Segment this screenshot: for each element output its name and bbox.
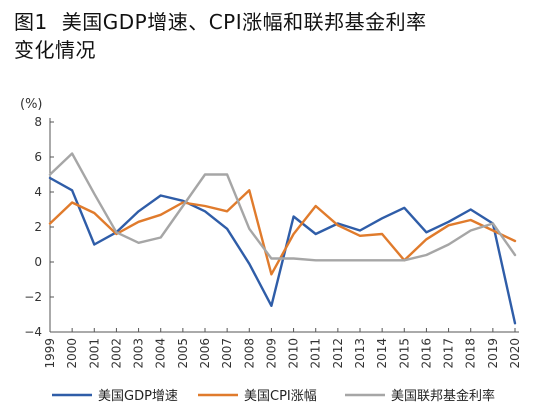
figure-label: 图1: [14, 10, 48, 34]
y-tick-label: 0: [34, 255, 42, 269]
y-tick-label: −4: [24, 325, 42, 339]
x-tick-label: 2016: [419, 338, 433, 369]
x-tick-label: 2004: [154, 338, 168, 369]
y-tick-label: 6: [34, 150, 42, 164]
series-line-3: [48, 152, 517, 262]
x-tick-label: 2005: [176, 338, 190, 369]
x-tick-label: 2011: [309, 338, 323, 369]
x-tick-label: 2007: [220, 338, 234, 369]
x-tick-label: 2017: [442, 338, 456, 369]
x-tick-label: 2006: [198, 338, 212, 369]
x-tick-label: 2009: [264, 338, 278, 369]
series-line-2: [48, 189, 517, 276]
title-line-2: 变化情况: [14, 38, 96, 62]
chart-title: 图1 美国GDP增速、CPI涨幅和联邦基金利率 变化情况: [14, 8, 544, 64]
y-tick-label: 8: [34, 115, 42, 129]
x-tick-label: 2010: [287, 338, 301, 369]
legend-label-2: 美国CPI涨幅: [244, 389, 317, 404]
title-line-1: 美国GDP增速、CPI涨幅和联邦基金利率: [61, 10, 427, 34]
series-line-1: [48, 176, 517, 325]
x-tick-label: 2001: [87, 338, 101, 369]
y-tick-label: 4: [34, 185, 42, 199]
x-tick-label: 2003: [132, 338, 146, 369]
x-tick-label: 1999: [43, 338, 57, 369]
x-tick-label: 2002: [109, 338, 123, 369]
x-tick-label: 2018: [464, 338, 478, 369]
x-tick-label: 2008: [242, 338, 256, 369]
legend-label-1: 美国GDP增速: [98, 389, 178, 404]
x-tick-label: 2015: [397, 338, 411, 369]
legend-label-3: 美国联邦基金利率: [391, 388, 495, 404]
x-tick-label: 2000: [65, 338, 79, 369]
y-axis-unit-label: (%): [20, 97, 43, 112]
x-tick-label: 2012: [331, 338, 345, 369]
y-tick-label: −2: [24, 290, 42, 304]
y-tick-label: 2: [34, 220, 42, 234]
x-tick-label: 2020: [508, 338, 522, 369]
x-tick-label: 2019: [486, 338, 500, 369]
x-tick-label: 2014: [375, 338, 389, 369]
x-tick-label: 2013: [353, 338, 367, 369]
